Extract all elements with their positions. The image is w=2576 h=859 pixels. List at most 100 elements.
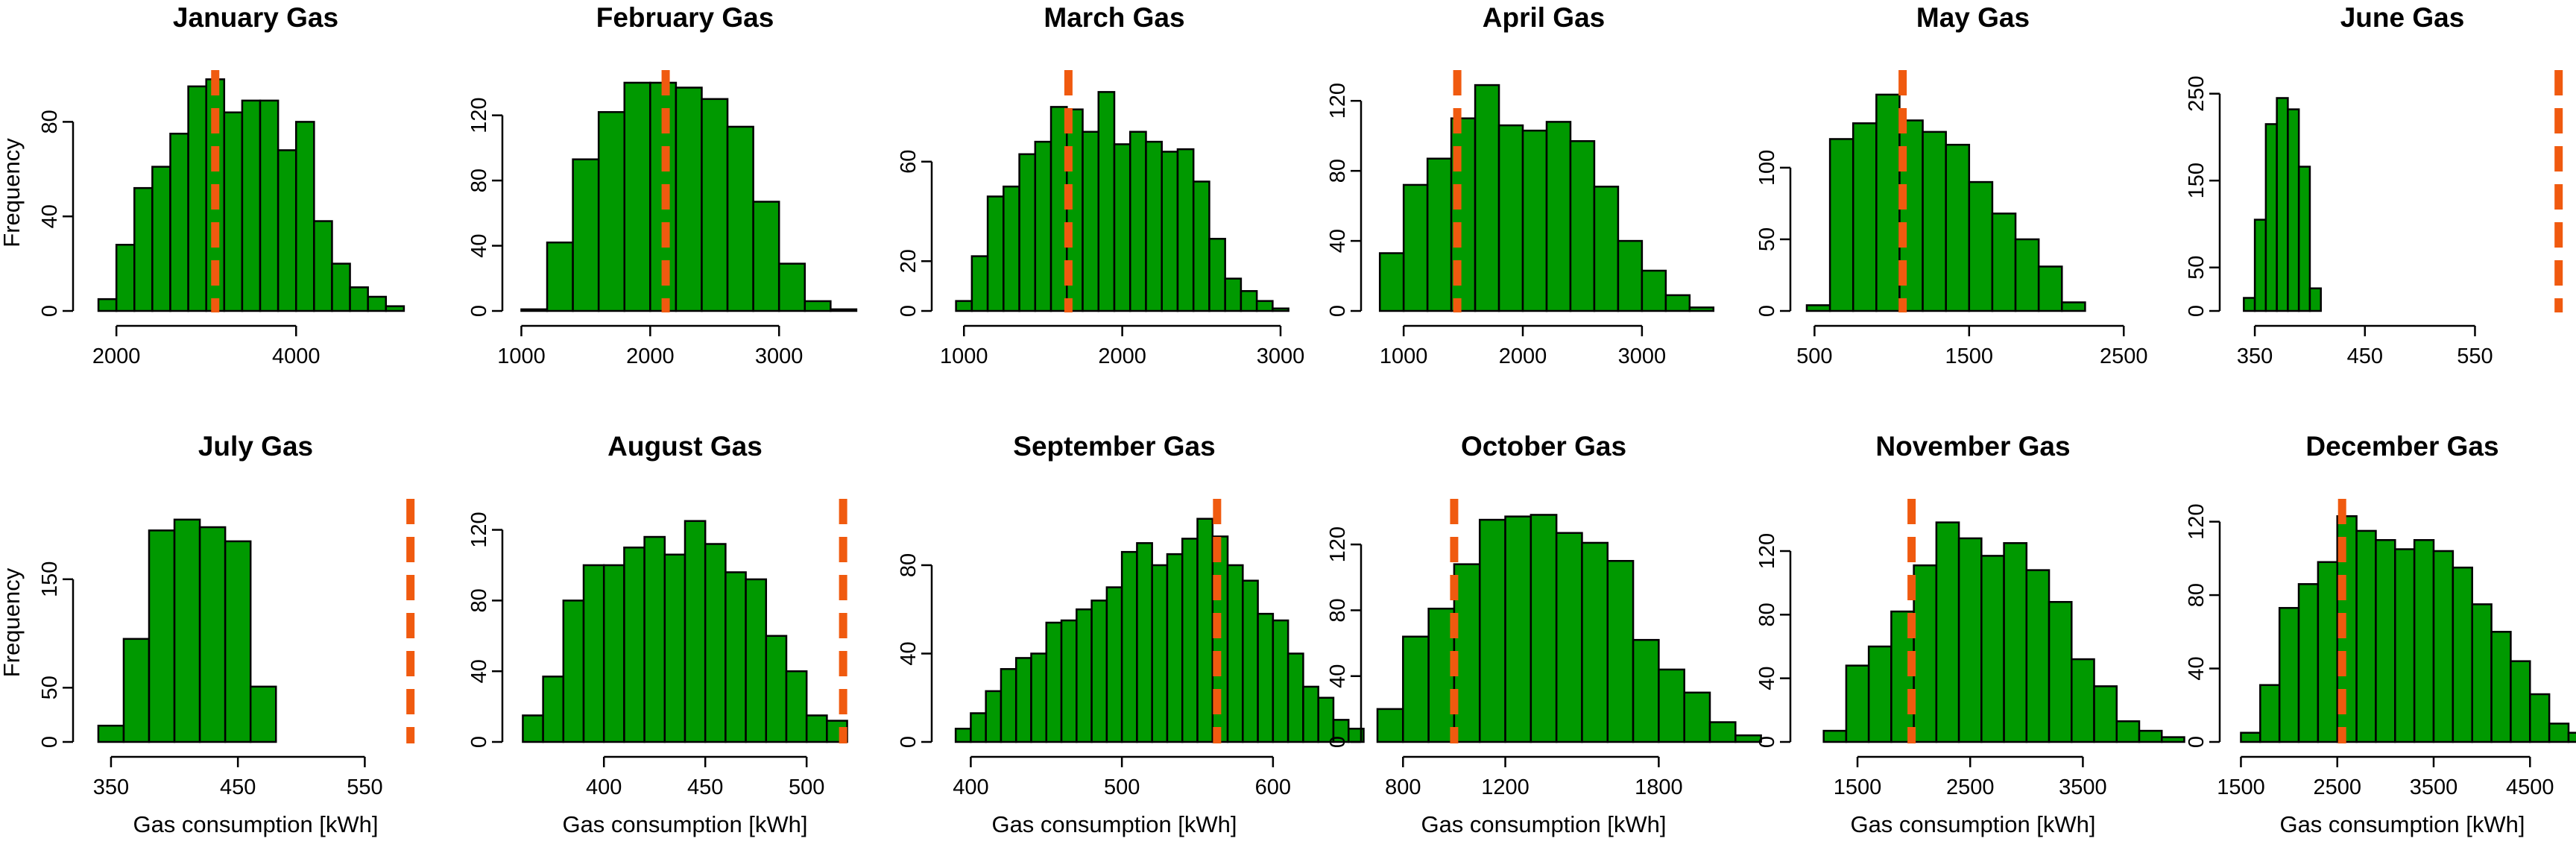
histogram-bar	[1192, 180, 1210, 312]
histogram-bar	[520, 308, 549, 312]
histogram-bar	[1166, 553, 1184, 743]
x-tick-label: 400	[586, 775, 622, 799]
x-tick-label: 1800	[1635, 775, 1683, 799]
histogram-bar	[223, 111, 244, 312]
histogram-bar	[1242, 579, 1259, 743]
chart-panel-june-gas: June Gas 0 50 150 250 350 450 550	[2185, 2, 2563, 368]
histogram-bar	[1302, 685, 1319, 743]
x-tick-label: 500	[789, 775, 824, 799]
histogram-bar	[277, 149, 297, 312]
histogram-bar	[1014, 657, 1032, 743]
histogram-bar	[623, 547, 645, 743]
y-tick-label: 50	[2185, 256, 2209, 280]
histogram-bar	[349, 286, 369, 312]
histogram-bar	[597, 111, 626, 312]
x-tick-label: 550	[2457, 344, 2493, 368]
histogram-bar	[985, 690, 1003, 743]
histogram-bar	[1688, 306, 1715, 312]
histogram-bar	[1060, 619, 1078, 743]
histogram-bar	[1426, 157, 1453, 312]
chart-title: July Gas	[198, 431, 313, 462]
x-tick-label: 2000	[626, 344, 675, 368]
histogram-bar	[1805, 304, 1831, 312]
histogram-bar	[2160, 736, 2185, 743]
x-axis-label: Gas consumption [kWh]	[133, 811, 378, 837]
histogram-bar	[1581, 541, 1609, 743]
y-tick-label: 150	[38, 561, 62, 597]
y-tick-label: 80	[1326, 159, 1350, 183]
chart-panel-february-gas: February Gas 0 40 80 120 1000 2000 3000	[467, 2, 858, 368]
histogram-bar	[187, 85, 207, 312]
y-tick-label: 120	[467, 512, 491, 547]
histogram-bar	[1497, 124, 1524, 312]
histogram-bar	[2048, 601, 2073, 743]
x-tick-label: 3500	[2410, 775, 2458, 799]
y-tick-label: 50	[1755, 227, 1779, 251]
y-tick-label: 120	[1326, 83, 1350, 119]
histogram-bar	[97, 724, 125, 743]
histogram-bar	[1176, 148, 1195, 312]
y-tick-label: 0	[2185, 305, 2209, 317]
histogram-bar	[2452, 566, 2473, 743]
y-tick-label: 120	[2185, 503, 2209, 539]
y-tick-label: 60	[897, 150, 921, 174]
histogram-bar	[1090, 600, 1108, 743]
chart-panel-january-gas: January Gas 0 40 80 2000 4000 Frequency	[0, 2, 405, 368]
histogram-bar	[1504, 515, 1532, 743]
histogram-bar	[1034, 140, 1052, 312]
histogram-bar	[1569, 139, 1596, 312]
histogram-bar	[2287, 108, 2300, 312]
histogram-bar	[1968, 180, 1994, 312]
y-tick-label: 40	[467, 233, 491, 257]
histogram-bar	[2413, 538, 2435, 743]
histogram-bar	[1224, 277, 1243, 312]
histogram-bar	[1427, 607, 1456, 743]
histogram-bar	[1555, 532, 1583, 743]
histogram-bar	[1161, 151, 1179, 312]
chart-title: October Gas	[1461, 431, 1626, 462]
histogram-bar	[1980, 555, 2005, 743]
histogram-bar	[2510, 660, 2531, 743]
histogram-bar	[1658, 668, 1685, 743]
histogram-bar	[546, 241, 574, 312]
histogram-bar	[724, 571, 747, 743]
y-tick-label: 40	[467, 659, 491, 683]
y-tick-label: 0	[467, 305, 491, 317]
x-tick-label: 500	[1104, 775, 1140, 799]
histogram-bar	[148, 529, 176, 743]
y-tick-label: 0	[467, 736, 491, 748]
histogram-bar	[1991, 213, 2017, 312]
x-tick-label: 1000	[497, 344, 546, 368]
y-tick-label: 40	[1326, 664, 1350, 688]
histogram-bar	[970, 712, 987, 743]
histogram-bar	[1045, 621, 1063, 743]
histogram-bar	[1402, 183, 1429, 312]
histogram-bar	[1255, 300, 1274, 312]
histogram-bar	[1240, 290, 1258, 312]
histogram-bar	[1606, 559, 1635, 743]
histogram-bar	[704, 543, 727, 743]
chart-title: May Gas	[1916, 2, 2030, 33]
histogram-bar	[294, 121, 315, 312]
y-tick-label: 80	[467, 588, 491, 612]
x-tick-label: 2500	[1946, 775, 1995, 799]
histogram-bar	[2375, 538, 2396, 743]
histogram-bar	[1076, 608, 1093, 743]
x-tick-label: 450	[2347, 344, 2383, 368]
histogram-bar	[241, 99, 262, 312]
x-tick-label: 350	[93, 775, 129, 799]
x-tick-label: 400	[953, 775, 988, 799]
histogram-bar	[169, 133, 189, 312]
x-axis-label: Gas consumption [kWh]	[1421, 811, 1666, 837]
y-tick-label: 80	[38, 110, 62, 133]
y-tick-label: 0	[38, 736, 62, 748]
histogram-bar	[385, 305, 405, 312]
histogram-bar	[522, 714, 544, 743]
histogram-bar	[249, 685, 277, 743]
x-tick-label: 1000	[1380, 344, 1428, 368]
histogram-bar	[2394, 548, 2416, 743]
histogram-bar	[1082, 130, 1100, 312]
histogram-bar	[313, 220, 333, 312]
histogram-bar	[1128, 130, 1147, 312]
